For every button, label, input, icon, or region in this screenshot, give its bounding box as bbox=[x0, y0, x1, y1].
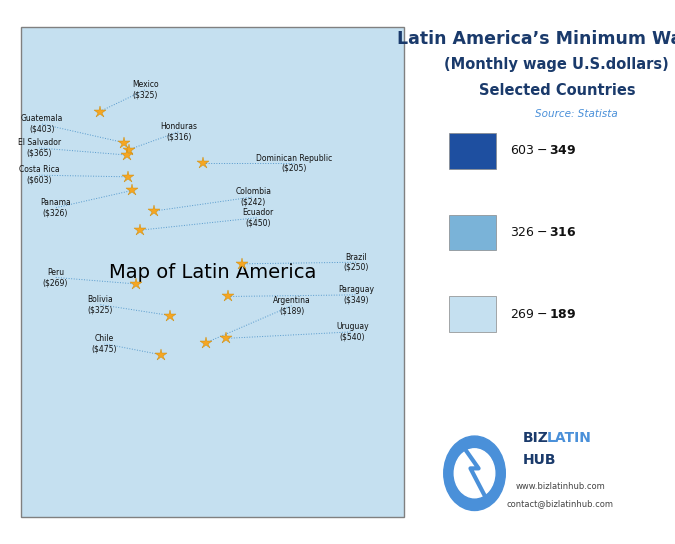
Text: HUB: HUB bbox=[523, 453, 557, 467]
Text: Ecuador
($450): Ecuador ($450) bbox=[242, 208, 273, 227]
Text: Dominican Republic
($205): Dominican Republic ($205) bbox=[256, 153, 331, 173]
Text: $326 - $316: $326 - $316 bbox=[510, 226, 576, 239]
Text: Map of Latin America: Map of Latin America bbox=[109, 263, 317, 281]
Text: contact@bizlatinhub.com: contact@bizlatinhub.com bbox=[507, 499, 614, 508]
Text: Selected Countries: Selected Countries bbox=[479, 83, 635, 98]
Circle shape bbox=[443, 436, 506, 510]
Text: (Monthly wage U.S.dollars): (Monthly wage U.S.dollars) bbox=[445, 57, 669, 72]
Text: www.bizlatinhub.com: www.bizlatinhub.com bbox=[516, 483, 605, 491]
Text: Source: Statista: Source: Statista bbox=[535, 109, 618, 119]
Text: Uruguay
($540): Uruguay ($540) bbox=[336, 322, 369, 342]
Text: Bolivia
($325): Bolivia ($325) bbox=[87, 295, 113, 314]
FancyBboxPatch shape bbox=[22, 27, 404, 517]
Text: Colombia
($242): Colombia ($242) bbox=[235, 187, 271, 207]
Text: Latin America’s Minimum Wages: Latin America’s Minimum Wages bbox=[397, 30, 675, 48]
Text: $603 - $349: $603 - $349 bbox=[510, 145, 576, 157]
FancyBboxPatch shape bbox=[449, 133, 496, 169]
Text: Panama
($326): Panama ($326) bbox=[40, 198, 71, 218]
Text: $269 - $189: $269 - $189 bbox=[510, 308, 576, 320]
FancyBboxPatch shape bbox=[449, 296, 496, 332]
Text: Chile
($475): Chile ($475) bbox=[92, 334, 117, 354]
Text: El Salvador
($365): El Salvador ($365) bbox=[18, 138, 61, 158]
Text: Guatemala
($403): Guatemala ($403) bbox=[21, 114, 63, 134]
Text: BIZ: BIZ bbox=[523, 431, 549, 445]
Text: Paraguay
($349): Paraguay ($349) bbox=[338, 285, 375, 305]
Text: Mexico
($325): Mexico ($325) bbox=[132, 80, 159, 100]
Text: Peru
($269): Peru ($269) bbox=[43, 268, 68, 287]
Text: LATIN: LATIN bbox=[547, 431, 591, 445]
Text: Argentina
($189): Argentina ($189) bbox=[273, 296, 311, 316]
Text: Costa Rica
($603): Costa Rica ($603) bbox=[19, 165, 59, 185]
Circle shape bbox=[454, 449, 495, 498]
Text: Honduras
($316): Honduras ($316) bbox=[161, 122, 197, 141]
FancyBboxPatch shape bbox=[449, 215, 496, 250]
Text: Brazil
($250): Brazil ($250) bbox=[344, 252, 369, 272]
